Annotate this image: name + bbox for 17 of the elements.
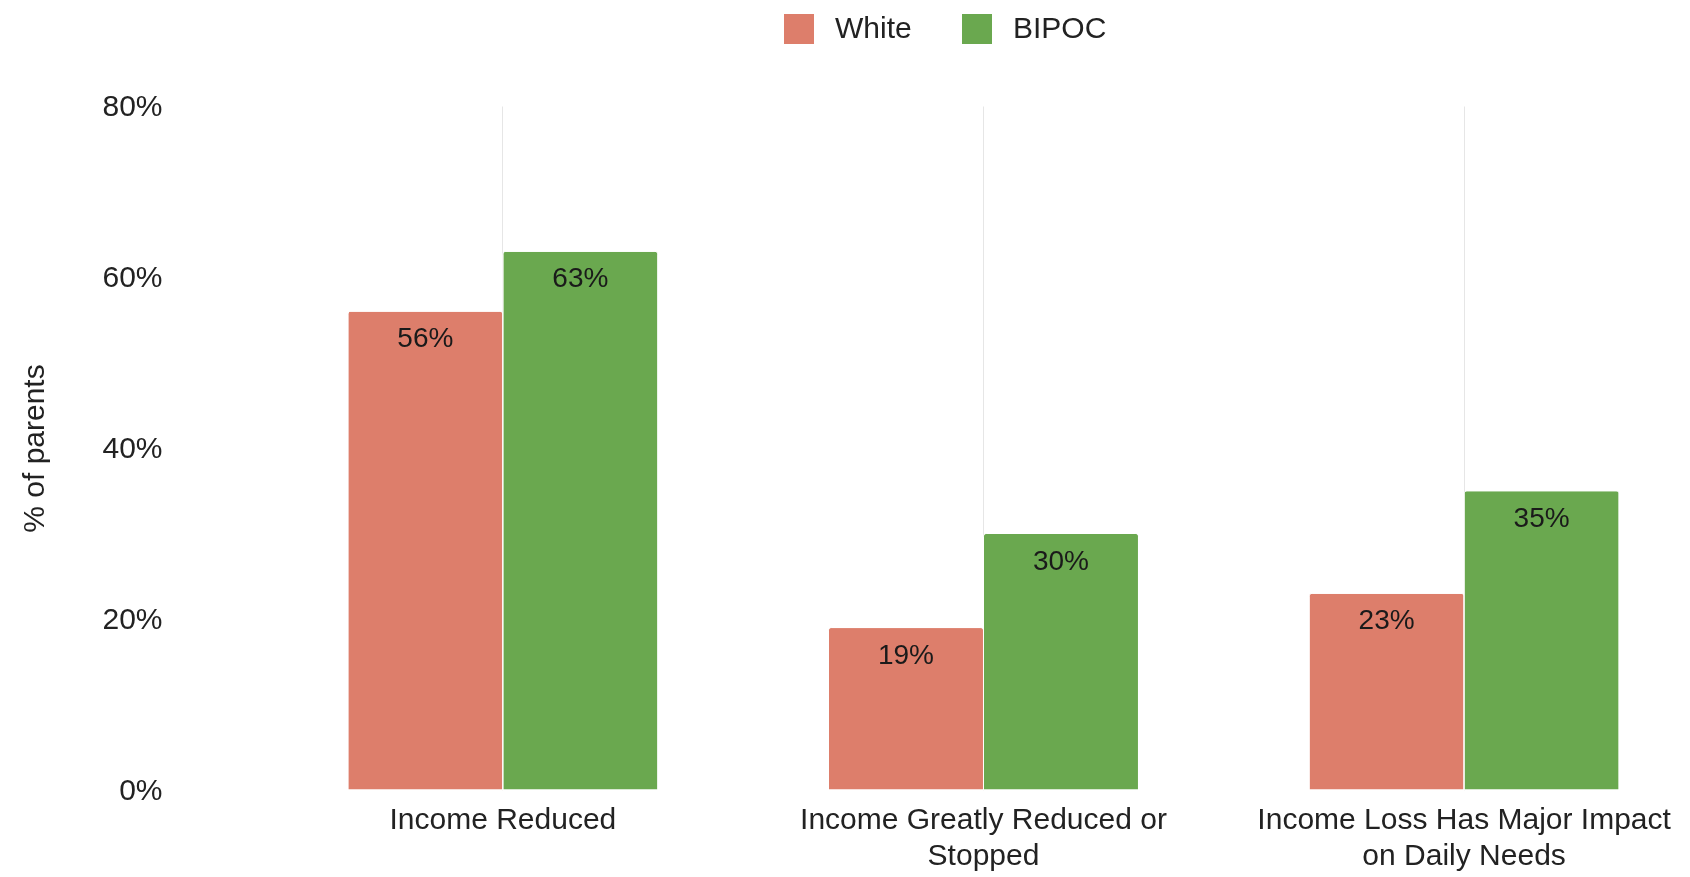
y-tick-label: 0%: [119, 772, 163, 806]
data-label: 23%: [1358, 604, 1415, 636]
data-label: 63%: [552, 262, 609, 294]
y-tick-label: 20%: [102, 601, 163, 635]
x-tick-label: Income Reduced: [389, 801, 617, 835]
y-tick-label: 60%: [102, 259, 163, 293]
data-label: 35%: [1513, 501, 1570, 533]
y-tick-label: 80%: [102, 88, 163, 122]
legend-label: White: [835, 11, 912, 44]
x-tick-label: Income Loss Has Major Impact on Daily Needs: [1257, 801, 1672, 871]
y-tick-label: 40%: [102, 430, 163, 464]
y-axis-title: % of parents: [17, 364, 51, 533]
data-label: 19%: [877, 638, 935, 670]
legend-label: BIPOC: [1013, 11, 1107, 44]
data-label: 30%: [1032, 544, 1090, 576]
x-tick-label: Income Greatly Reduced or Stopped: [800, 801, 1167, 871]
data-label: 56%: [397, 322, 454, 354]
